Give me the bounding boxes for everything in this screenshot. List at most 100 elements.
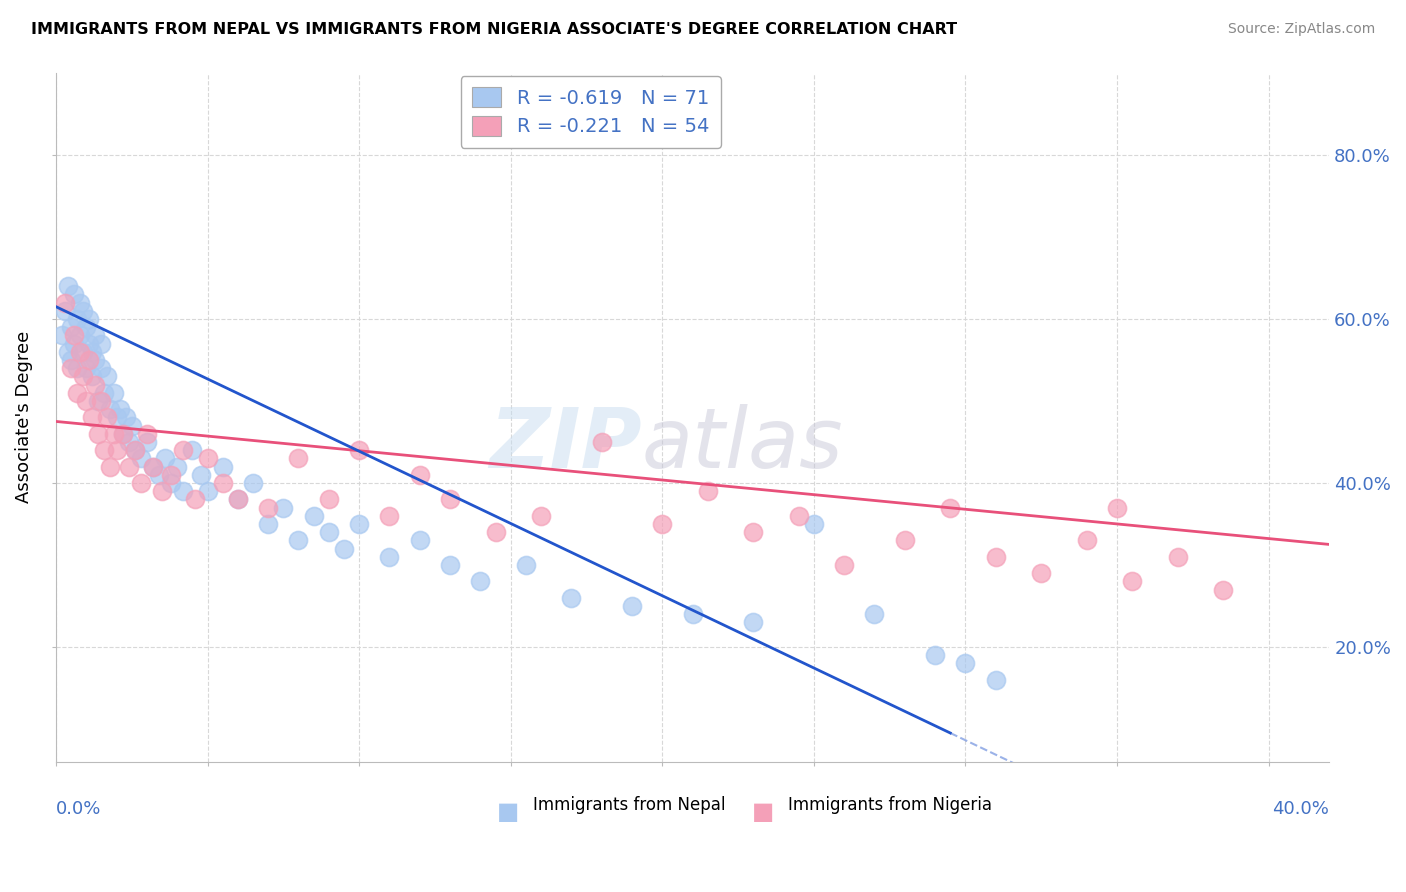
Point <box>439 558 461 572</box>
Point <box>84 377 107 392</box>
Point <box>75 361 97 376</box>
Point <box>129 451 152 466</box>
Point <box>894 533 917 548</box>
Point <box>124 443 146 458</box>
Point <box>1121 574 1143 589</box>
Point <box>742 525 765 540</box>
Point <box>172 443 194 458</box>
Point <box>184 492 207 507</box>
Point <box>515 558 537 572</box>
Point <box>90 361 112 376</box>
Point <box>378 549 401 564</box>
Point <box>378 508 401 523</box>
Text: ■: ■ <box>751 799 773 823</box>
Point <box>63 287 86 301</box>
Point <box>75 393 97 408</box>
Point <box>803 516 825 531</box>
Point <box>333 541 356 556</box>
Point <box>302 508 325 523</box>
Point <box>72 369 94 384</box>
Point <box>93 385 115 400</box>
Point <box>66 385 89 400</box>
Text: atlas: atlas <box>641 404 844 485</box>
Point <box>984 549 1007 564</box>
Point <box>96 410 118 425</box>
Point <box>142 459 165 474</box>
Point <box>347 443 370 458</box>
Point <box>153 451 176 466</box>
Point <box>166 459 188 474</box>
Text: Immigrants from Nigeria: Immigrants from Nigeria <box>789 797 993 814</box>
Point <box>160 467 183 482</box>
Point <box>939 500 962 515</box>
Point <box>1031 566 1053 581</box>
Point <box>150 484 173 499</box>
Text: IMMIGRANTS FROM NEPAL VS IMMIGRANTS FROM NIGERIA ASSOCIATE'S DEGREE CORRELATION : IMMIGRANTS FROM NEPAL VS IMMIGRANTS FROM… <box>31 22 957 37</box>
Point <box>87 393 110 408</box>
Point <box>72 303 94 318</box>
Point <box>226 492 249 507</box>
Point <box>211 475 233 490</box>
Point <box>1167 549 1189 564</box>
Point <box>69 344 91 359</box>
Point <box>87 426 110 441</box>
Point <box>105 410 128 425</box>
Point <box>160 475 183 490</box>
Point <box>984 673 1007 687</box>
Text: Source: ZipAtlas.com: Source: ZipAtlas.com <box>1227 22 1375 37</box>
Point <box>287 533 309 548</box>
Point <box>1105 500 1128 515</box>
Point <box>53 295 76 310</box>
Point <box>114 410 136 425</box>
Point <box>226 492 249 507</box>
Y-axis label: Associate's Degree: Associate's Degree <box>15 331 32 503</box>
Point <box>1076 533 1098 548</box>
Point <box>105 443 128 458</box>
Point <box>111 426 134 441</box>
Point <box>863 607 886 621</box>
Point <box>181 443 204 458</box>
Point <box>257 500 280 515</box>
Point <box>484 525 506 540</box>
Point <box>69 328 91 343</box>
Point <box>924 648 946 662</box>
Point <box>53 303 76 318</box>
Point <box>100 402 122 417</box>
Point <box>242 475 264 490</box>
Point <box>955 657 977 671</box>
Point <box>60 361 83 376</box>
Point <box>124 443 146 458</box>
Point <box>135 426 157 441</box>
Point <box>197 484 219 499</box>
Point <box>51 328 73 343</box>
Point <box>439 492 461 507</box>
Point <box>69 295 91 310</box>
Point <box>190 467 212 482</box>
Point <box>118 434 141 449</box>
Text: 0.0%: 0.0% <box>56 799 101 818</box>
Point <box>696 484 718 499</box>
Text: ■: ■ <box>496 799 519 823</box>
Point <box>100 459 122 474</box>
Point <box>318 525 340 540</box>
Point <box>60 353 83 368</box>
Point <box>96 369 118 384</box>
Point <box>75 320 97 334</box>
Point <box>77 336 100 351</box>
Text: 40.0%: 40.0% <box>1272 799 1329 818</box>
Point <box>93 443 115 458</box>
Point <box>530 508 553 523</box>
Point <box>103 385 125 400</box>
Legend: R = -0.619   N = 71, R = -0.221   N = 54: R = -0.619 N = 71, R = -0.221 N = 54 <box>461 76 721 148</box>
Point <box>271 500 294 515</box>
Point <box>318 492 340 507</box>
Point <box>257 516 280 531</box>
Point <box>82 369 104 384</box>
Point <box>60 320 83 334</box>
Point <box>148 467 170 482</box>
Point <box>77 353 100 368</box>
Point <box>211 459 233 474</box>
Text: ZIP: ZIP <box>489 404 641 485</box>
Point <box>142 459 165 474</box>
Point <box>832 558 855 572</box>
